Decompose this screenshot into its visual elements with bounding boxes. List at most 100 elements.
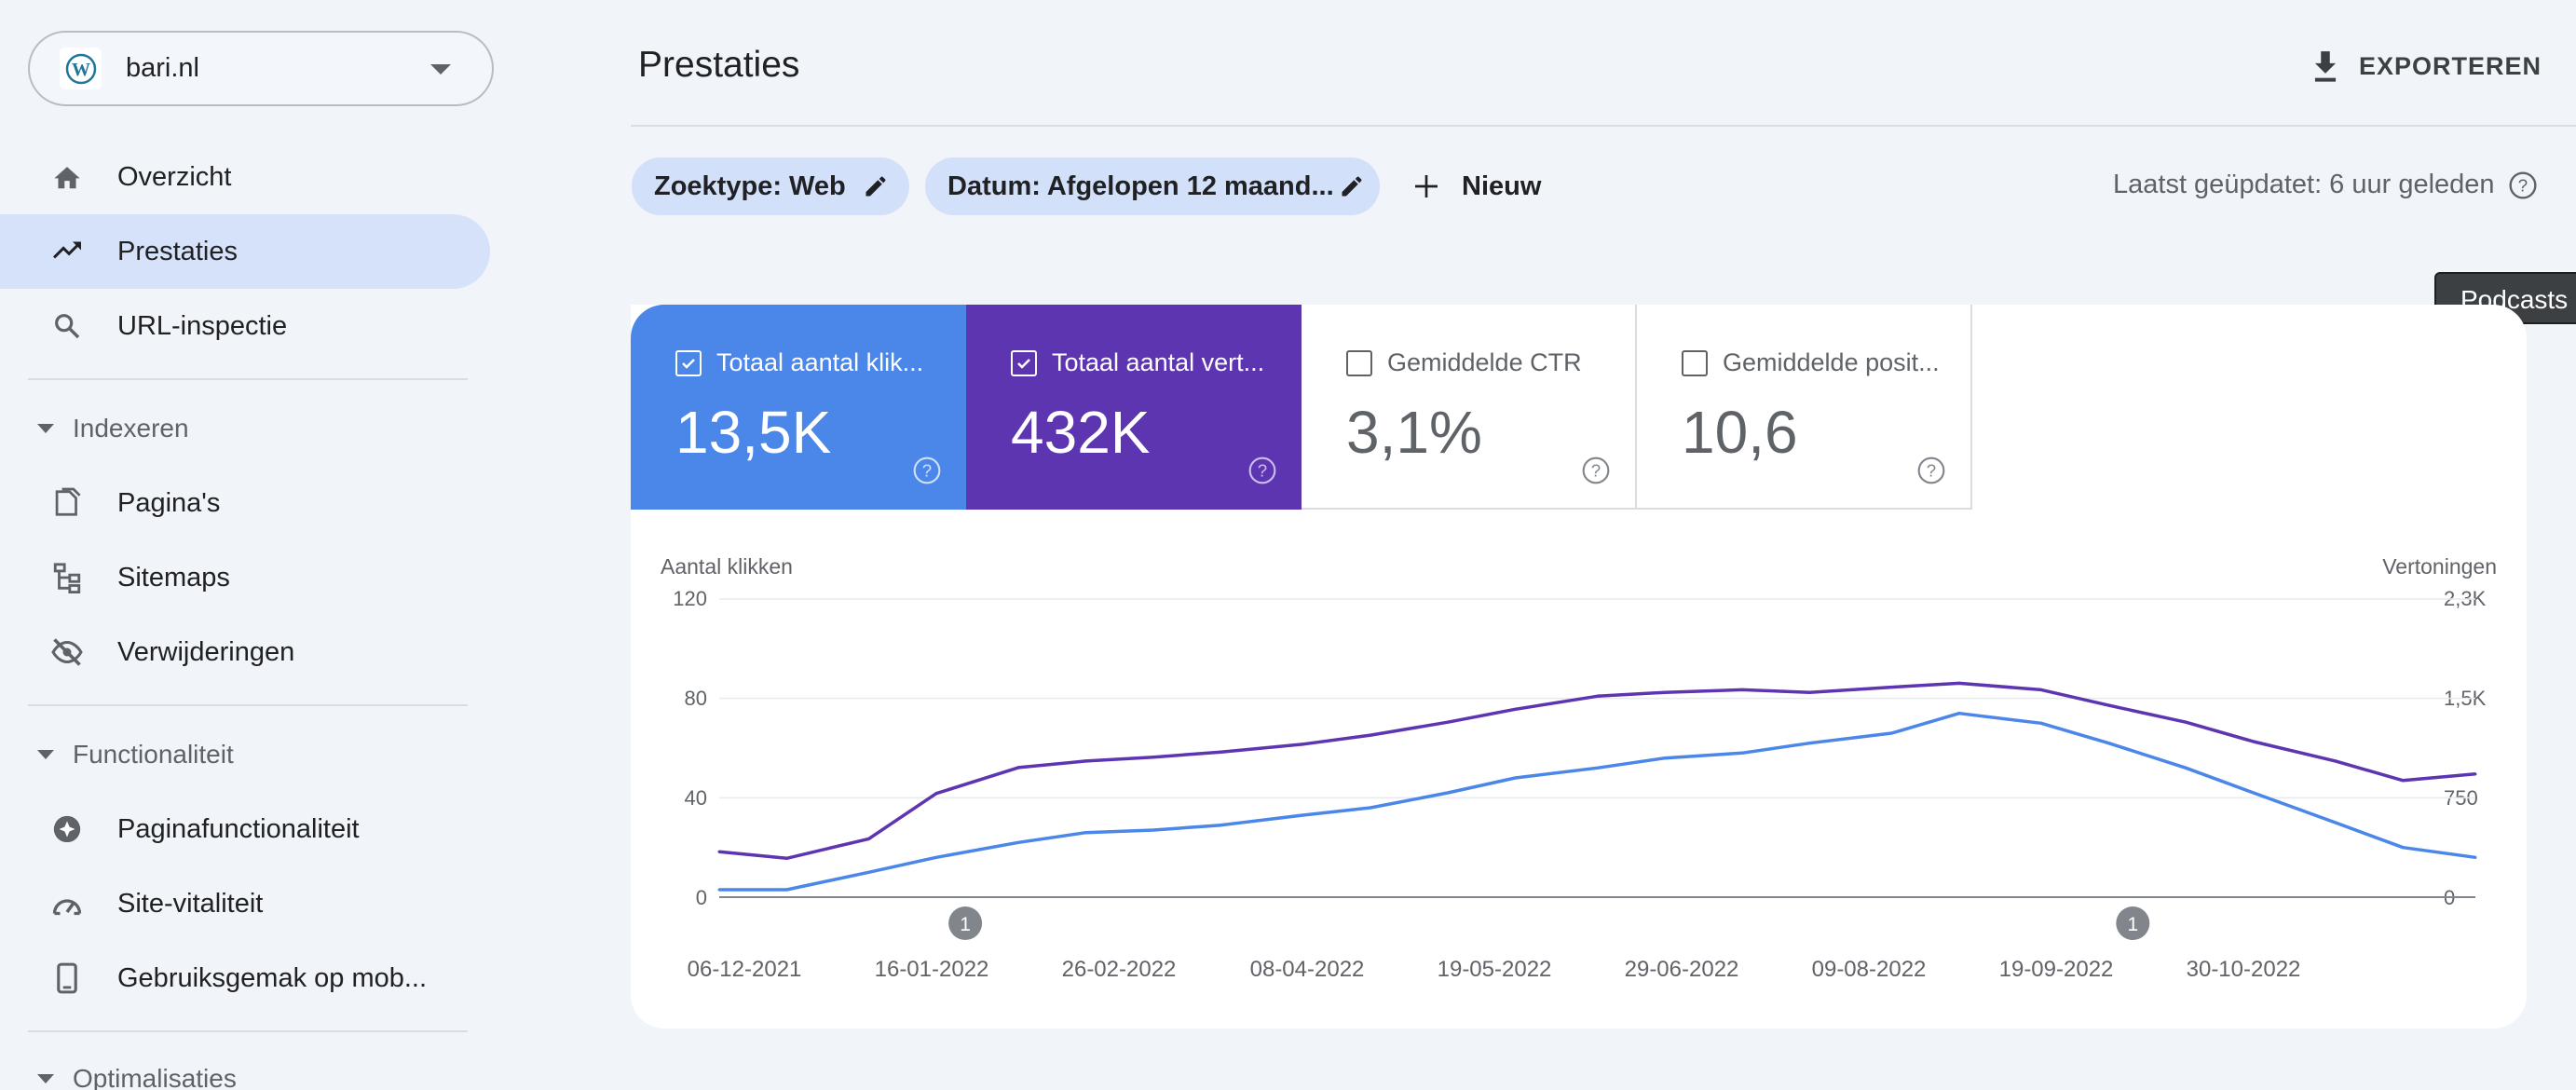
data-point: [2401, 779, 2405, 783]
sidebar-item-gebruiksgemak[interactable]: Gebruiksgemak op mob...: [0, 941, 490, 1015]
data-point: [1807, 742, 1811, 745]
wordpress-icon: W: [60, 48, 102, 89]
data-point: [1446, 720, 1450, 724]
data-point: [1369, 806, 1372, 810]
metric-tile-vertoningen[interactable]: Totaal aantal vert... 432K ?: [966, 305, 1302, 510]
main-content: Prestaties EXPORTEREN Zoektype: Web Datu…: [522, 0, 2576, 1090]
data-point: [1513, 707, 1517, 711]
filter-chip-zoektype[interactable]: Zoektype: Web: [632, 157, 909, 215]
y-left-tick: 0: [695, 886, 707, 909]
sidebar-item-label: Sitemaps: [117, 563, 230, 593]
export-label: EXPORTEREN: [2359, 51, 2542, 80]
data-point: [2334, 821, 2337, 824]
metric-tile-positie[interactable]: Gemiddelde posit... 10,6 ?: [1637, 305, 1972, 510]
dropdown-caret-icon[interactable]: [430, 64, 451, 75]
property-selector[interactable]: W bari.nl: [28, 31, 494, 106]
svg-text:?: ?: [922, 461, 932, 481]
data-point: [1220, 824, 1223, 827]
data-point: [1084, 831, 1088, 835]
sidebar-item-overzicht[interactable]: Overzicht: [0, 140, 490, 214]
sidebar-item-label: Gebruiksgemak op mob...: [117, 963, 428, 993]
help-icon[interactable]: ?: [1247, 456, 1277, 485]
x-tick: 19-09-2022: [1998, 957, 2114, 982]
data-point: [1663, 690, 1667, 694]
sidebar-item-paginafunctionaliteit[interactable]: Paginafunctionaliteit: [0, 792, 490, 866]
svg-text:1: 1: [960, 914, 971, 935]
annotation-marker[interactable]: 1: [2116, 906, 2150, 940]
annotation-marker[interactable]: 1: [948, 906, 983, 940]
data-point: [2474, 855, 2477, 859]
section-label: Optimalisaties: [73, 1064, 237, 1090]
sidebar-item-site-vitaliteit[interactable]: Site-vitaliteit: [0, 866, 490, 941]
sitemap-icon: [48, 561, 86, 594]
help-icon[interactable]: ?: [2508, 170, 2538, 200]
metric-tile-ctr[interactable]: Gemiddelde CTR 3,1% ?: [1302, 305, 1637, 510]
data-point: [785, 856, 788, 860]
new-filter-label: Nieuw: [1462, 170, 1542, 201]
checkbox-checked[interactable]: [1011, 349, 1037, 376]
sidebar-item-label: Prestaties: [117, 237, 238, 266]
metric-label: Gemiddelde CTR: [1387, 348, 1582, 376]
data-point: [867, 837, 871, 840]
data-point: [1302, 813, 1305, 817]
trending-up-icon: [48, 235, 86, 268]
data-point: [1596, 694, 1599, 698]
data-point: [1016, 766, 1020, 770]
sidebar-item-sitemaps[interactable]: Sitemaps: [0, 540, 490, 615]
svg-text:?: ?: [1591, 461, 1601, 481]
sidebar-item-verwijderingen[interactable]: Verwijderingen: [0, 615, 490, 689]
section-label: Functionaliteit: [73, 740, 234, 769]
data-point: [1596, 766, 1599, 770]
sidebar-item-url-inspectie[interactable]: URL-inspectie: [0, 289, 490, 363]
smartphone-icon: [48, 961, 86, 995]
collapse-caret-icon: [37, 424, 54, 433]
data-point: [2184, 720, 2188, 724]
data-point: [717, 888, 721, 892]
help-icon[interactable]: ?: [912, 456, 942, 485]
checkbox-unchecked[interactable]: [1682, 349, 1708, 376]
metric-value: 3,1%: [1346, 399, 1482, 466]
help-icon[interactable]: ?: [1581, 456, 1611, 485]
checkbox-unchecked[interactable]: [1346, 349, 1372, 376]
data-point: [1446, 791, 1450, 795]
section-functionaliteit[interactable]: Functionaliteit: [0, 727, 484, 783]
data-point: [2334, 759, 2337, 763]
metric-tile-klikken[interactable]: Totaal aantal klik... 13,5K ?: [631, 305, 966, 510]
section-optimalisaties[interactable]: Optimalisaties: [0, 1051, 484, 1090]
filter-chip-datum[interactable]: Datum: Afgelopen 12 maand...: [925, 157, 1380, 215]
data-point: [1740, 688, 1744, 691]
help-icon[interactable]: ?: [1916, 456, 1946, 485]
data-point: [934, 792, 938, 796]
y-left-tick: 40: [684, 786, 707, 810]
last-updated: Laatst geüpdatet: 6 uur geleden ?: [2113, 170, 2538, 200]
y-axis-left-label: Aantal klikken: [661, 554, 793, 579]
edit-pencil-icon[interactable]: [863, 173, 889, 199]
data-point: [1740, 751, 1744, 755]
y-left-tick: 80: [684, 687, 707, 710]
data-point: [2252, 791, 2256, 795]
collapse-caret-icon: [37, 750, 54, 759]
eye-off-icon: [48, 635, 86, 669]
pages-icon: [48, 486, 86, 520]
data-point: [1084, 759, 1088, 763]
home-icon: [48, 160, 86, 194]
download-icon: [2310, 48, 2340, 84]
sidebar-item-prestaties[interactable]: Prestaties: [0, 214, 490, 289]
x-tick: 30-10-2022: [2186, 957, 2301, 982]
new-filter-button[interactable]: Nieuw: [1411, 157, 1541, 215]
data-point: [867, 870, 871, 874]
sidebar-item-paginas[interactable]: Pagina's: [0, 466, 490, 540]
section-label: Indexeren: [73, 414, 189, 443]
sidebar-item-label: Verwijderingen: [117, 637, 295, 667]
checkbox-checked[interactable]: [675, 349, 702, 376]
header-divider: [631, 125, 2576, 127]
export-button[interactable]: EXPORTEREN: [2310, 43, 2542, 89]
data-point: [2252, 740, 2256, 743]
data-point: [2474, 772, 2477, 776]
edit-pencil-icon[interactable]: [1339, 173, 1365, 199]
svg-text:?: ?: [1927, 461, 1936, 481]
metric-label: Totaal aantal vert...: [1052, 348, 1265, 376]
data-point: [1302, 743, 1305, 746]
section-indexeren[interactable]: Indexeren: [0, 401, 484, 456]
